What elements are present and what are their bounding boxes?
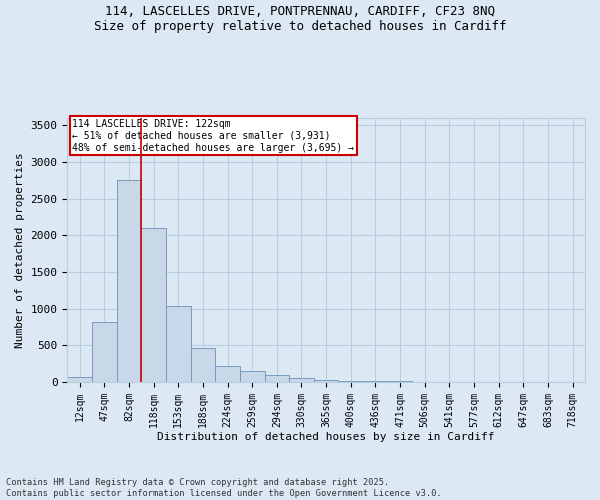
Bar [191,348,215,382]
Bar [314,380,338,382]
Bar [363,381,388,382]
Bar [116,180,141,382]
Bar [92,322,116,382]
X-axis label: Distribution of detached houses by size in Cardiff: Distribution of detached houses by size … [157,432,495,442]
Bar [141,228,166,382]
Y-axis label: Number of detached properties: Number of detached properties [15,152,25,348]
Text: Contains HM Land Registry data © Crown copyright and database right 2025.
Contai: Contains HM Land Registry data © Crown c… [6,478,442,498]
Text: 114, LASCELLES DRIVE, PONTPRENNAU, CARDIFF, CF23 8NQ
Size of property relative t: 114, LASCELLES DRIVE, PONTPRENNAU, CARDI… [94,5,506,33]
Text: 114 LASCELLES DRIVE: 122sqm
← 51% of detached houses are smaller (3,931)
48% of : 114 LASCELLES DRIVE: 122sqm ← 51% of det… [73,120,355,152]
Bar [215,366,240,382]
Bar [289,378,314,382]
Bar [166,306,191,382]
Bar [338,380,363,382]
Bar [265,376,289,382]
Bar [240,371,265,382]
Bar [67,377,92,382]
